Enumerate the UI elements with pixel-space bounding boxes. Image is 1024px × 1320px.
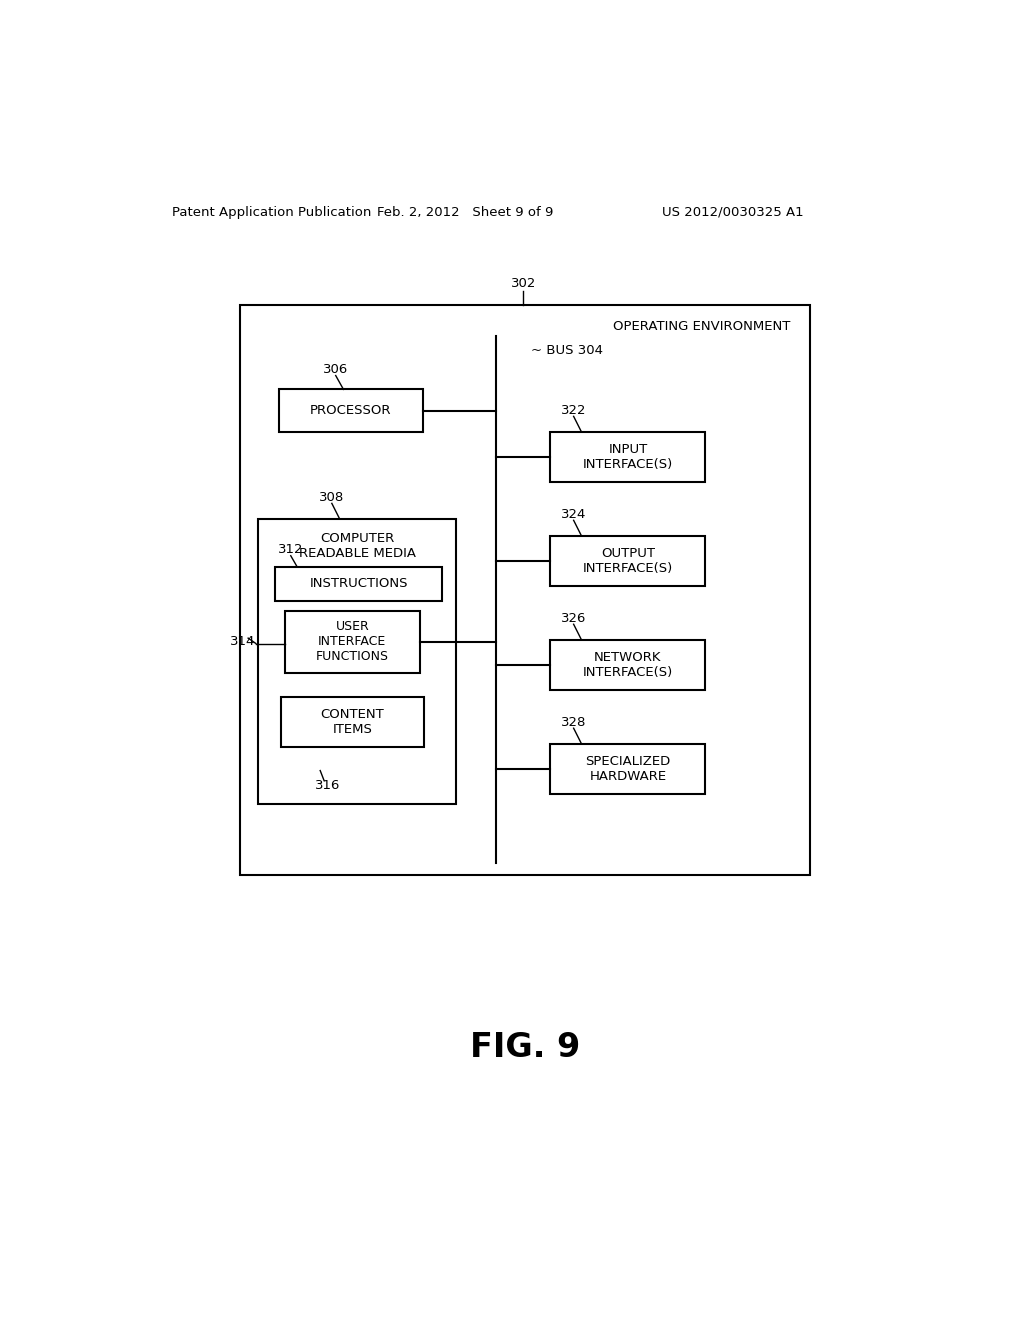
FancyBboxPatch shape (550, 536, 706, 586)
Text: OPERATING ENVIRONMENT: OPERATING ENVIRONMENT (613, 319, 791, 333)
Text: NETWORK
INTERFACE(S): NETWORK INTERFACE(S) (583, 651, 673, 678)
Text: 328: 328 (561, 715, 587, 729)
Text: INPUT
INTERFACE(S): INPUT INTERFACE(S) (583, 442, 673, 471)
Text: CONTENT
ITEMS: CONTENT ITEMS (321, 709, 384, 737)
Text: 326: 326 (561, 611, 587, 624)
FancyBboxPatch shape (281, 697, 424, 747)
Text: COMPUTER
READABLE MEDIA: COMPUTER READABLE MEDIA (299, 532, 416, 560)
Text: 306: 306 (324, 363, 348, 376)
FancyBboxPatch shape (241, 305, 810, 875)
Text: FIG. 9: FIG. 9 (470, 1031, 580, 1064)
FancyBboxPatch shape (275, 566, 442, 601)
FancyBboxPatch shape (550, 743, 706, 793)
Text: OUTPUT
INTERFACE(S): OUTPUT INTERFACE(S) (583, 546, 673, 574)
Text: Patent Application Publication: Patent Application Publication (172, 206, 371, 219)
FancyBboxPatch shape (550, 432, 706, 482)
Text: SPECIALIZED
HARDWARE: SPECIALIZED HARDWARE (586, 755, 671, 783)
FancyBboxPatch shape (258, 519, 456, 804)
Text: INSTRUCTIONS: INSTRUCTIONS (309, 577, 408, 590)
Text: 316: 316 (315, 779, 341, 792)
Text: US 2012/0030325 A1: US 2012/0030325 A1 (662, 206, 803, 219)
Text: 322: 322 (561, 404, 587, 417)
Text: 302: 302 (511, 277, 536, 290)
Text: ~ BUS 304: ~ BUS 304 (531, 345, 603, 358)
Text: PROCESSOR: PROCESSOR (310, 404, 391, 417)
FancyBboxPatch shape (285, 611, 420, 673)
Text: USER
INTERFACE
FUNCTIONS: USER INTERFACE FUNCTIONS (315, 620, 389, 664)
FancyBboxPatch shape (550, 640, 706, 689)
Text: 324: 324 (561, 508, 587, 520)
Text: 308: 308 (319, 491, 344, 504)
Text: 314: 314 (230, 635, 255, 648)
Text: Feb. 2, 2012   Sheet 9 of 9: Feb. 2, 2012 Sheet 9 of 9 (377, 206, 553, 219)
Text: 312: 312 (278, 543, 303, 556)
FancyBboxPatch shape (280, 389, 423, 432)
